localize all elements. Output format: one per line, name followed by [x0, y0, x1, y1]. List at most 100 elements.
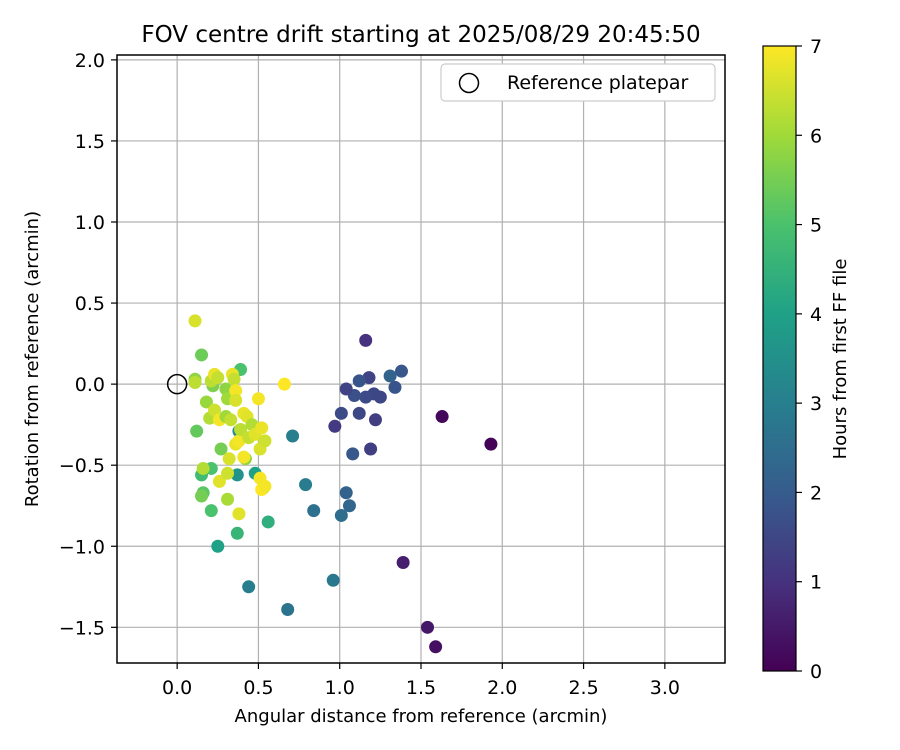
data-point: [229, 384, 243, 398]
data-point: [383, 369, 397, 383]
data-point: [261, 515, 275, 529]
data-point: [242, 580, 256, 594]
data-point: [224, 413, 238, 427]
reference-marker: [166, 373, 188, 395]
data-point: [221, 466, 235, 480]
y-axis-label: Rotation from reference (arcmin): [22, 211, 43, 507]
data-point: [211, 539, 225, 553]
data-point: [195, 348, 209, 362]
data-point: [219, 382, 233, 396]
data-point: [232, 434, 246, 448]
data-point: [421, 620, 435, 634]
x-axis-ticks: 0.0 0.5 1.0 1.5 2.0 2.5 3.0: [162, 663, 680, 699]
legend-marker-icon: [458, 72, 480, 94]
y-tick-label: 2.0: [75, 50, 105, 72]
data-points: [188, 314, 498, 654]
colorbar-label: Hours from first FF file: [830, 259, 851, 460]
y-tick-label: 0.5: [75, 293, 105, 315]
colorbar-tick-label: 5: [810, 215, 822, 237]
data-point: [277, 377, 291, 391]
data-point: [429, 640, 443, 654]
x-tick-label: 1.0: [325, 677, 355, 699]
y-tick-label: 1.0: [75, 212, 105, 234]
data-point: [195, 489, 209, 503]
colorbar-tick-label: 6: [810, 125, 822, 147]
y-tick-label: −1.5: [59, 617, 105, 639]
data-point: [328, 419, 342, 433]
chart-title: FOV centre drift starting at 2025/08/29 …: [141, 22, 700, 48]
colorbar-ticks: 0 1 2 3 4 5 6 7: [796, 36, 822, 683]
data-point: [334, 406, 348, 420]
data-point: [388, 380, 402, 394]
data-point: [484, 437, 498, 451]
x-tick-label: 2.5: [568, 677, 598, 699]
data-point: [299, 478, 313, 492]
data-point: [258, 479, 272, 493]
data-point: [362, 371, 376, 385]
data-point: [368, 413, 382, 427]
x-tick-label: 3.0: [650, 677, 680, 699]
y-tick-label: −1.0: [59, 536, 105, 558]
x-tick-label: 0.5: [243, 677, 273, 699]
data-point: [190, 424, 204, 438]
colorbar-tick-label: 7: [810, 36, 822, 58]
y-tick-label: 0.0: [75, 374, 105, 396]
data-point: [258, 434, 272, 448]
colorbar: 0 1 2 3 4 5 6 7 Hours from first FF file: [762, 36, 851, 683]
data-point: [342, 499, 356, 513]
legend-box: [440, 63, 716, 102]
x-tick-label: 0.0: [162, 677, 192, 699]
x-tick-label: 1.5: [406, 677, 436, 699]
data-point: [214, 442, 228, 456]
grid-lines: [117, 55, 725, 663]
data-point: [188, 376, 202, 390]
y-axis-ticks: −1.5 −1.0 −0.5 0.0 0.5 1.0 1.5 2.0: [59, 50, 117, 639]
data-point: [208, 403, 222, 417]
data-point: [188, 314, 202, 328]
reference-point-marker: [166, 373, 188, 395]
data-point: [326, 573, 340, 587]
data-point: [196, 461, 210, 475]
data-point: [396, 555, 410, 569]
y-tick-label: −0.5: [59, 455, 105, 477]
data-point: [211, 371, 225, 385]
data-point: [339, 486, 353, 500]
colorbar-gradient: [762, 45, 797, 672]
data-point: [212, 474, 226, 488]
data-point: [229, 393, 243, 407]
data-point: [364, 442, 378, 456]
colorbar-tick-label: 0: [810, 661, 822, 683]
data-point: [232, 507, 246, 521]
colorbar-tick-label: 1: [810, 572, 822, 594]
data-point: [334, 508, 348, 522]
data-point: [339, 382, 353, 396]
data-point: [359, 390, 373, 404]
data-point: [222, 452, 236, 466]
colorbar-tick-label: 2: [810, 482, 822, 504]
data-point: [352, 406, 366, 420]
data-point: [221, 492, 235, 506]
data-point: [286, 429, 300, 443]
legend-label: Reference platepar: [507, 72, 689, 94]
data-point: [234, 423, 248, 437]
data-point: [199, 395, 213, 409]
data-point: [359, 333, 373, 347]
x-axis-label: Angular distance from reference (arcmin): [235, 706, 608, 727]
x-tick-label: 2.0: [487, 677, 517, 699]
y-tick-label: 1.5: [75, 131, 105, 153]
data-point: [227, 372, 241, 386]
data-point: [352, 374, 366, 388]
colorbar-tick-label: 4: [810, 304, 822, 326]
data-point: [346, 447, 360, 461]
data-point: [307, 504, 321, 518]
data-point: [281, 602, 295, 616]
legend: Reference platepar: [440, 63, 716, 102]
data-point: [394, 364, 408, 378]
data-point: [255, 421, 269, 435]
data-point: [230, 468, 244, 482]
data-point: [435, 410, 449, 424]
colorbar-tick-label: 3: [810, 393, 822, 415]
data-point: [204, 504, 218, 518]
data-point: [251, 392, 265, 406]
